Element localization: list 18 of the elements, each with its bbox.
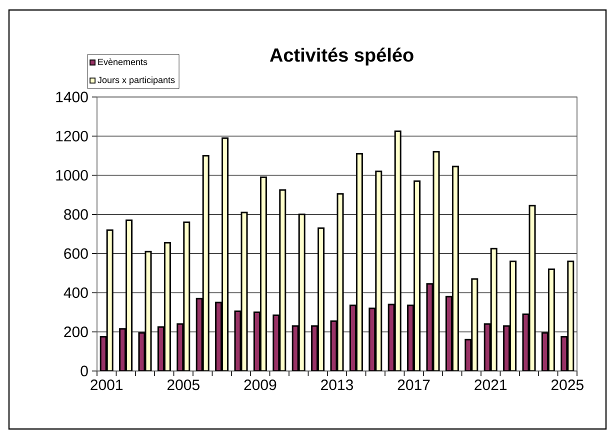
y-tick-label: 400 [64, 287, 88, 298]
y-tick-label: 200 [64, 326, 88, 338]
chart-title: Activités spéléo [270, 48, 414, 66]
x-tick-label: 2025 [551, 380, 584, 390]
y-tick-label: 1200 [56, 130, 88, 142]
y-tick-label: 1000 [56, 170, 88, 181]
x-tick-label: 2009 [244, 380, 276, 390]
legend-label: Jours x participants [98, 76, 175, 85]
x-tick-label: 2005 [167, 380, 200, 390]
y-tick-label: 800 [64, 209, 88, 220]
x-tick-label: 2021 [474, 380, 507, 390]
x-tick-label: 2001 [90, 380, 123, 390]
x-tick-label: 2013 [321, 380, 354, 390]
y-tick-label: 600 [64, 248, 88, 259]
y-tick-label: 1400 [56, 92, 88, 102]
y-tick-label: 0 [80, 366, 88, 376]
x-tick-label: 2017 [398, 380, 430, 390]
legend-label: Evènements [98, 58, 148, 66]
